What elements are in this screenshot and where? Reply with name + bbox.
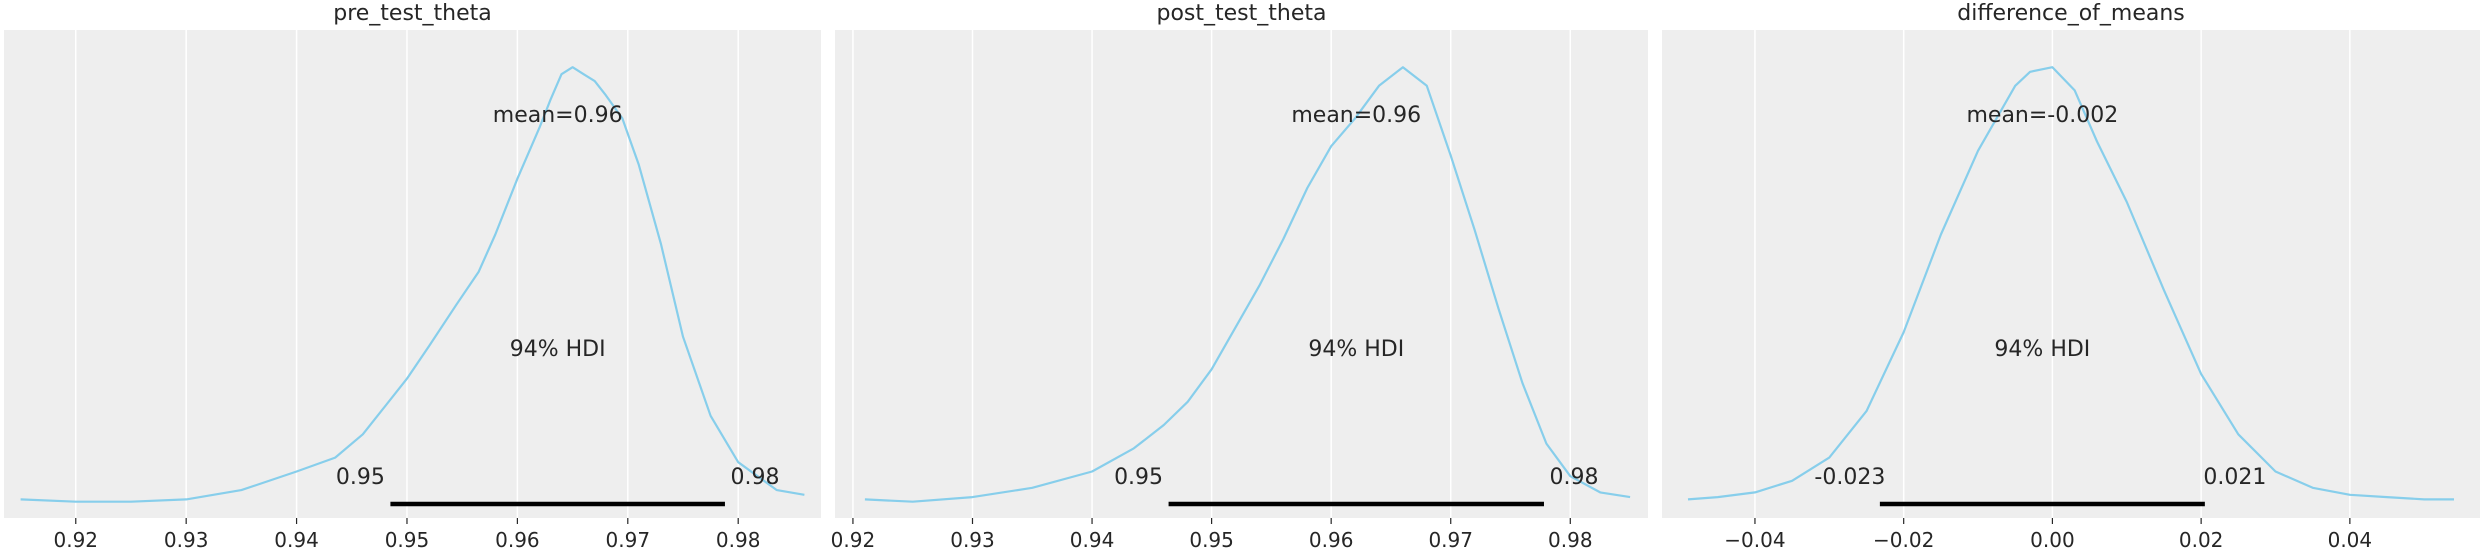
- x-tick-label: −0.02: [1873, 528, 1934, 552]
- plot-area: [835, 30, 1648, 518]
- x-tick-label: 0.95: [1189, 528, 1234, 552]
- x-tick-label: 0.92: [831, 528, 876, 552]
- x-tick-label: 0.02: [2179, 528, 2224, 552]
- mean-label: mean=0.96: [493, 103, 623, 128]
- hdi-caption: 94% HDI: [510, 337, 606, 362]
- plot-area: [1662, 30, 2480, 518]
- mean-label: mean=0.96: [1291, 103, 1421, 128]
- hdi-caption: 94% HDI: [1308, 337, 1404, 362]
- chart-panel-3: −0.04 −0.02 0.00 0.02 0.04 difference_of_mean…: [1662, 1, 2480, 552]
- x-tick-label: 0.04: [2328, 528, 2373, 552]
- hdi-lower-label: -0.023: [1814, 465, 1885, 490]
- x-tick-label: 0.00: [2030, 528, 2075, 552]
- hdi-upper-label: 0.98: [730, 465, 779, 490]
- chart-title: post_test_theta: [1157, 1, 1327, 26]
- x-tick-label: 0.95: [385, 528, 430, 552]
- hdi-lower-label: 0.95: [1114, 465, 1163, 490]
- x-tick-label: 0.98: [1548, 528, 1593, 552]
- hdi-lower-label: 0.95: [336, 465, 385, 490]
- hdi-caption: 94% HDI: [1994, 337, 2090, 362]
- chart-panel-1: 0.92 0.93 0.94 0.95 0.96 0.97 0.98 pre_test_the…: [4, 1, 821, 552]
- x-tick-label: 0.94: [1070, 528, 1115, 552]
- x-tick-label: 0.97: [1428, 528, 1473, 552]
- chart-title: difference_of_means: [1957, 1, 2185, 26]
- density-curve: [1687, 66, 2454, 501]
- chart-panel-2: 0.92 0.93 0.94 0.95 0.96 0.97 0.98 post_test_th…: [831, 1, 1648, 552]
- x-tick-label: 0.94: [274, 528, 319, 552]
- plot-area: [4, 30, 821, 518]
- x-tick-label: 0.93: [164, 528, 209, 552]
- hdi-upper-label: 0.98: [1549, 465, 1598, 490]
- x-tick-label: −0.04: [1724, 528, 1785, 552]
- density-curve: [20, 66, 805, 503]
- mean-label: mean=-0.002: [1966, 103, 2118, 128]
- x-tick-label: 0.92: [53, 528, 98, 552]
- x-tick-label: 0.93: [950, 528, 995, 552]
- x-tick-label: 0.98: [716, 528, 761, 552]
- x-tick-label: 0.96: [495, 528, 540, 552]
- hdi-upper-label: 0.021: [2203, 465, 2266, 490]
- density-curve: [864, 66, 1631, 503]
- chart-title: pre_test_theta: [333, 1, 492, 26]
- x-tick-label: 0.96: [1309, 528, 1354, 552]
- x-tick-label: 0.97: [606, 528, 651, 552]
